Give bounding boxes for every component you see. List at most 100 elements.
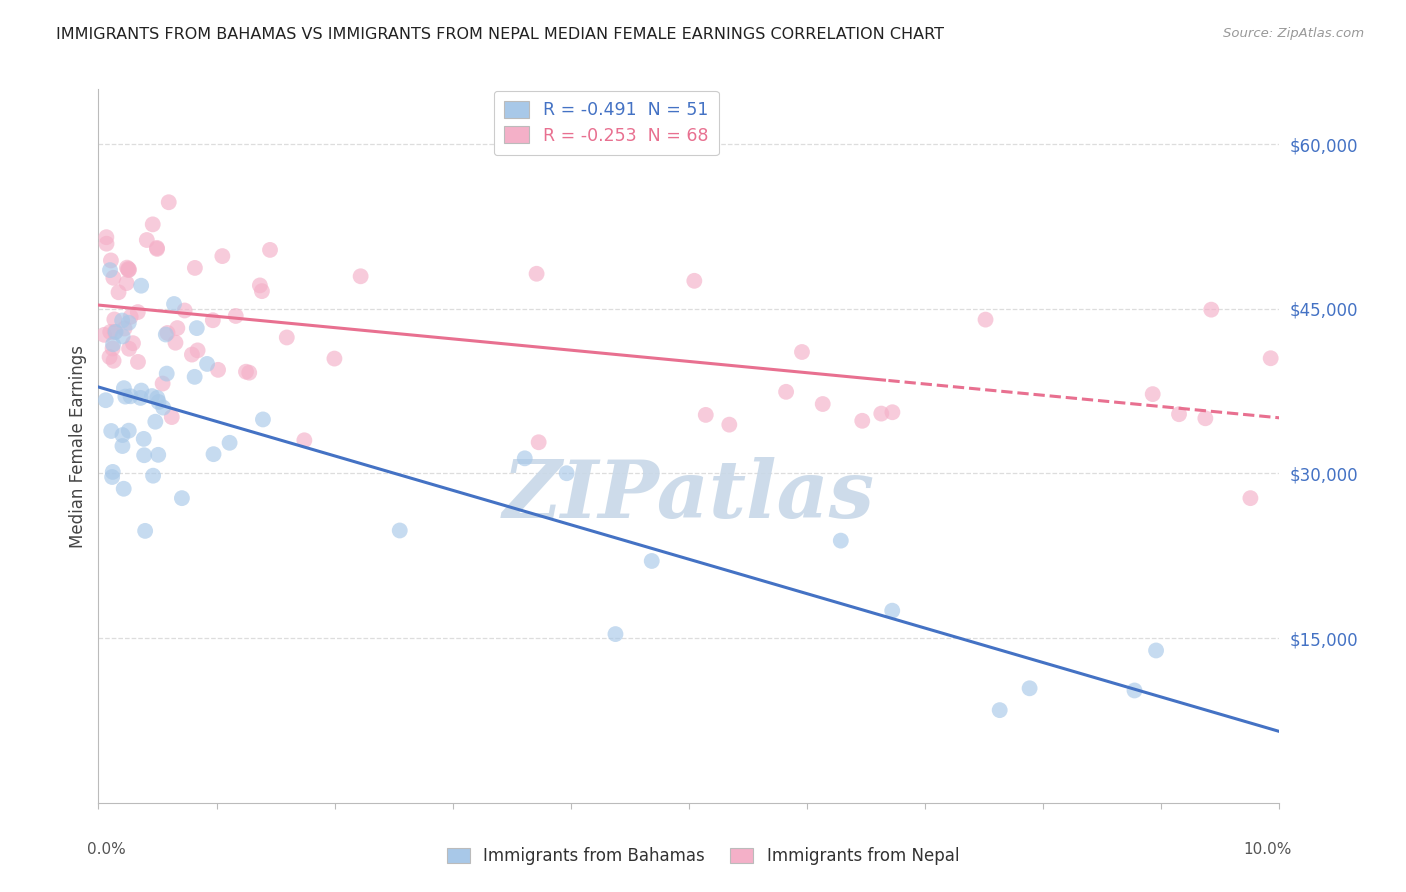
- Point: [513, 451, 536, 466]
- Point: [111, 329, 134, 343]
- Point: [202, 447, 225, 461]
- Point: [195, 357, 218, 371]
- Point: [187, 343, 209, 358]
- Point: [276, 330, 298, 344]
- Point: [101, 342, 124, 356]
- Point: [1239, 491, 1261, 505]
- Point: [1142, 387, 1164, 401]
- Legend: R = -0.491  N = 51, R = -0.253  N = 68: R = -0.491 N = 51, R = -0.253 N = 68: [494, 91, 718, 155]
- Point: [101, 465, 124, 479]
- Point: [117, 263, 139, 277]
- Point: [127, 355, 149, 369]
- Point: [1199, 302, 1222, 317]
- Point: [93, 327, 115, 342]
- Point: [152, 376, 174, 391]
- Point: [101, 337, 124, 351]
- Text: Source: ZipAtlas.com: Source: ZipAtlas.com: [1223, 27, 1364, 40]
- Point: [131, 384, 153, 398]
- Point: [165, 335, 187, 350]
- Point: [103, 270, 125, 285]
- Point: [98, 350, 121, 364]
- Point: [555, 467, 578, 481]
- Point: [1168, 407, 1191, 421]
- Point: [349, 269, 371, 284]
- Point: [112, 482, 135, 496]
- Point: [605, 627, 627, 641]
- Point: [1123, 683, 1146, 698]
- Point: [134, 524, 156, 538]
- Point: [166, 321, 188, 335]
- Point: [156, 326, 179, 340]
- Point: [184, 260, 207, 275]
- Point: [115, 260, 138, 275]
- Point: [207, 363, 229, 377]
- Point: [775, 384, 797, 399]
- Text: IMMIGRANTS FROM BAHAMAS VS IMMIGRANTS FROM NEPAL MEDIAN FEMALE EARNINGS CORRELAT: IMMIGRANTS FROM BAHAMAS VS IMMIGRANTS FR…: [56, 27, 945, 42]
- Point: [292, 434, 315, 448]
- Point: [882, 405, 904, 419]
- Point: [117, 261, 139, 276]
- Point: [173, 303, 195, 318]
- Point: [238, 366, 260, 380]
- Point: [134, 448, 156, 462]
- Text: 10.0%: 10.0%: [1243, 842, 1291, 857]
- Point: [201, 313, 224, 327]
- Point: [98, 263, 121, 277]
- Point: [101, 470, 124, 484]
- Point: [146, 241, 169, 255]
- Point: [695, 408, 717, 422]
- Point: [100, 253, 122, 268]
- Point: [132, 432, 155, 446]
- Point: [141, 389, 163, 403]
- Point: [146, 242, 169, 256]
- Point: [388, 524, 411, 538]
- Point: [120, 310, 142, 324]
- Point: [870, 407, 893, 421]
- Point: [1144, 643, 1167, 657]
- Point: [163, 297, 186, 311]
- Point: [107, 285, 129, 300]
- Point: [114, 390, 136, 404]
- Point: [142, 218, 165, 232]
- Point: [683, 274, 706, 288]
- Point: [183, 369, 205, 384]
- Y-axis label: Median Female Earnings: Median Female Earnings: [69, 344, 87, 548]
- Point: [170, 491, 193, 505]
- Point: [152, 401, 174, 415]
- Point: [114, 321, 136, 335]
- Point: [111, 439, 134, 453]
- Point: [104, 325, 127, 339]
- Point: [211, 249, 233, 263]
- Point: [103, 353, 125, 368]
- Point: [142, 468, 165, 483]
- Point: [96, 236, 118, 251]
- Point: [112, 381, 135, 395]
- Legend: Immigrants from Bahamas, Immigrants from Nepal: Immigrants from Bahamas, Immigrants from…: [439, 839, 967, 873]
- Text: 0.0%: 0.0%: [87, 842, 125, 857]
- Point: [115, 276, 138, 290]
- Point: [120, 389, 142, 403]
- Point: [135, 233, 157, 247]
- Point: [186, 321, 208, 335]
- Point: [118, 342, 141, 356]
- Point: [155, 327, 177, 342]
- Point: [156, 367, 179, 381]
- Point: [259, 243, 281, 257]
- Point: [790, 345, 813, 359]
- Point: [122, 336, 145, 351]
- Point: [143, 415, 166, 429]
- Point: [100, 424, 122, 438]
- Point: [157, 195, 180, 210]
- Point: [129, 278, 152, 293]
- Point: [94, 393, 117, 408]
- Point: [111, 428, 134, 442]
- Point: [250, 284, 273, 298]
- Point: [225, 309, 247, 323]
- Point: [323, 351, 346, 366]
- Point: [129, 391, 152, 405]
- Point: [526, 267, 548, 281]
- Point: [103, 312, 125, 326]
- Point: [118, 316, 141, 330]
- Point: [249, 278, 271, 293]
- Point: [718, 417, 741, 432]
